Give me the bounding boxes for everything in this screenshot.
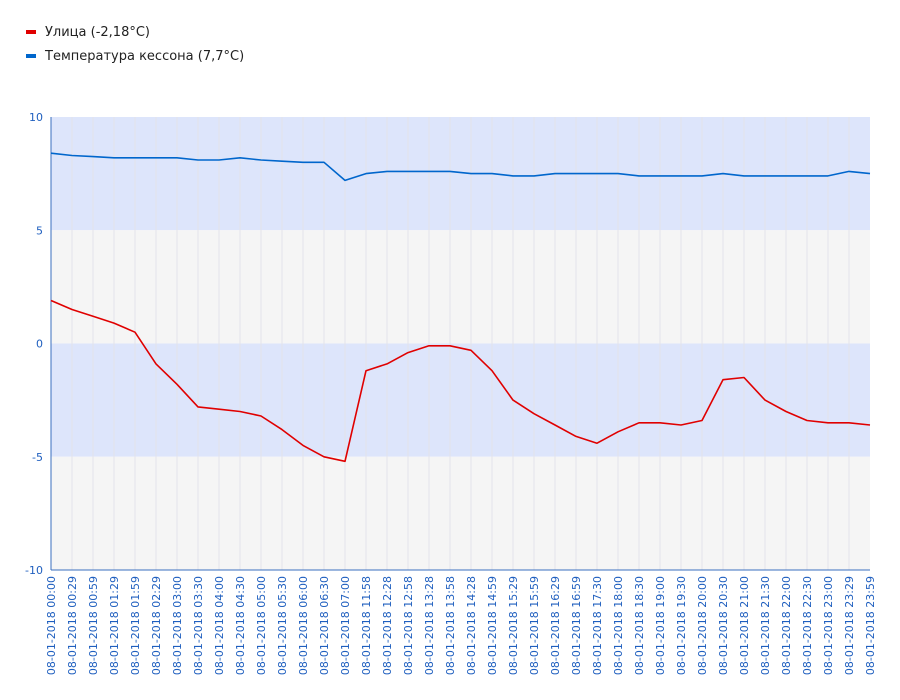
x-tick-label: 08-01-2018 13:28 [423,576,436,675]
series-lines [50,152,871,463]
x-tick-label: 08-01-2018 00:59 [87,576,100,675]
x-tick-label: 08-01-2018 22:00 [780,576,793,675]
x-tick-label: 08-01-2018 20:00 [696,576,709,675]
x-tick-label: 08-01-2018 22:30 [801,576,814,675]
x-tick-label: 08-01-2018 16:59 [570,576,583,675]
y-tick-label: 0 [36,338,43,351]
legend: Улица (-2,18°C) Температура кессона (7,7… [26,20,244,68]
plot-bands [51,117,870,570]
x-tick-label: 08-01-2018 21:30 [759,576,772,675]
x-tick-label: 08-01-2018 18:00 [612,576,625,675]
x-tick-label: 08-01-2018 03:30 [192,576,205,675]
x-tick-label: 08-01-2018 15:29 [507,576,520,675]
x-tick-label: 08-01-2018 03:00 [171,576,184,675]
x-tick-label: 08-01-2018 01:29 [108,576,121,675]
legend-swatch-street [26,30,36,34]
y-tick-label: 10 [29,111,43,124]
y-tick-label: -10 [25,564,43,577]
axes [50,117,870,571]
x-tick-label: 08-01-2018 00:00 [45,576,58,675]
x-tick-label: 08-01-2018 15:59 [528,576,541,675]
plot-band [51,456,870,570]
x-tick-label: 08-01-2018 21:00 [738,576,751,675]
x-tick-label: 08-01-2018 12:58 [402,576,415,675]
plot-band [51,230,870,344]
x-tick-label: 08-01-2018 11:58 [360,576,373,675]
x-tick-label: 08-01-2018 18:30 [633,576,646,675]
x-tick-label: 08-01-2018 06:00 [297,576,310,675]
x-tick-label: 08-01-2018 16:29 [549,576,562,675]
series-line-0 [50,299,871,463]
x-tick-label: 08-01-2018 06:30 [318,576,331,675]
x-tick-label: 08-01-2018 12:28 [381,576,394,675]
x-tick-label: 08-01-2018 04:30 [234,576,247,675]
x-tick-label: 08-01-2018 04:00 [213,576,226,675]
legend-item-street: Улица (-2,18°C) [26,20,244,44]
x-tick-label: 08-01-2018 23:29 [843,576,856,675]
legend-swatch-caisson [26,54,36,58]
y-tick-label: -5 [32,451,43,464]
series-line-1 [50,152,871,182]
x-tick-label: 08-01-2018 05:00 [255,576,268,675]
plot-band [51,343,870,457]
x-tick-label: 08-01-2018 14:59 [486,576,499,675]
legend-item-caisson: Температура кессона (7,7°C) [26,44,244,68]
x-tick-label: 08-01-2018 00:29 [66,576,79,675]
x-tick-label: 08-01-2018 14:28 [465,576,478,675]
plot-band [51,117,870,231]
x-tick-label: 08-01-2018 05:30 [276,576,289,675]
y-tick-labels: 10 5 0 -5 -10 [25,111,43,577]
x-tick-label: 08-01-2018 13:58 [444,576,457,675]
vertical-gridlines [71,117,850,570]
x-tick-label: 08-01-2018 07:00 [339,576,352,675]
x-tick-label: 08-01-2018 23:00 [822,576,835,675]
x-tick-label: 08-01-2018 17:30 [591,576,604,675]
legend-label-street: Улица (-2,18°C) [45,24,150,40]
x-tick-label: 08-01-2018 01:59 [129,576,142,675]
legend-label-caisson: Температура кессона (7,7°C) [45,48,245,64]
x-tick-label: 08-01-2018 23:59 [864,576,877,675]
y-tick-label: 5 [36,224,43,237]
x-tick-label: 08-01-2018 19:00 [654,576,667,675]
x-tick-label: 08-01-2018 20:30 [717,576,730,675]
x-tick-labels: 08-01-2018 00:00 08-01-2018 00:29 08-01-20… [45,576,877,675]
x-tick-label: 08-01-2018 02:29 [150,576,163,675]
x-tick-label: 08-01-2018 19:30 [675,576,688,675]
